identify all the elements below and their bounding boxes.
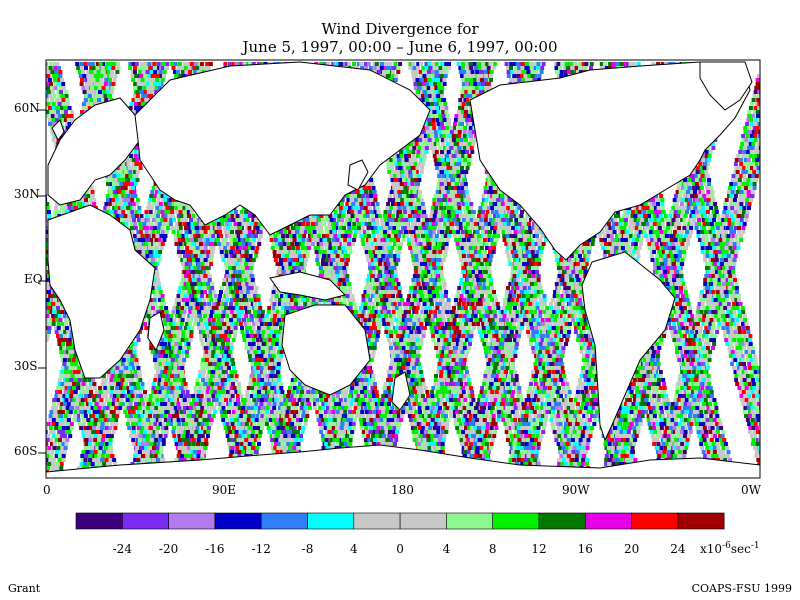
legend-swatch-6 [353,512,401,530]
longitude-labels: 0 90E 180 90W 0W [43,483,762,497]
lat-label-60n: 60N [14,101,40,115]
legend-tick-9: 12 [531,542,546,556]
map-title-line-2: June 5, 1997, 00:00 – June 6, 1997, 00:0… [0,38,800,56]
legend-tick-1: -20 [159,542,178,556]
map-title-line-1: Wind Divergence for [0,20,800,38]
uk-outline [51,119,65,141]
legend-swatch-9 [492,512,540,530]
legend-tick-4: -8 [302,542,314,556]
madagascar-outline [147,311,165,352]
legend-swatch-7 [399,512,447,530]
map-frame [45,59,761,479]
lon-label-90w: 90W [562,483,590,497]
asia-outline [134,61,431,236]
europe-outline [47,97,141,206]
legend-tick-12: 24 [670,542,686,556]
lon-label-0w: 0W [741,483,762,497]
lat-label-30s: 30S [14,359,38,373]
latitude-ticks [38,109,46,454]
legend-swatch-0 [75,512,123,530]
legend-units: x10-6sec-1 [700,541,760,556]
credit-right: COAPS-FSU 1999 [692,582,792,595]
antarctica-outline [46,444,760,478]
legend-swatch-5 [307,512,355,530]
lon-label-180: 180 [391,483,414,497]
legend-swatch-13 [677,512,725,530]
lat-label-60s: 60S [14,444,38,458]
continents [46,61,760,478]
legend-swatch-12 [631,512,679,530]
lat-label-eq: EQ [24,272,43,286]
legend-swatch-11 [584,512,632,530]
south-america-outline [581,251,676,442]
legend-swatch-1 [122,512,169,530]
lon-label-0: 0 [43,483,51,497]
legend-swatch-10 [538,512,586,530]
lon-label-90e: 90E [212,483,236,497]
legend-swatch-8 [446,512,493,530]
australia-outline [281,304,371,396]
legend-swatch-4 [260,512,308,530]
latitude-labels: 60N 30N EQ 30S 60S [14,101,43,458]
credit-left: Grant [8,582,40,595]
legend-swatch-3 [214,512,262,530]
legend-tick-10: 16 [578,542,593,556]
legend-tick-6: 0 [396,542,404,556]
new-zealand-outline [391,371,411,411]
color-legend-bar [75,512,725,530]
africa-outline [47,204,156,379]
japan-outline [347,159,369,191]
legend-tick-2: -16 [205,542,224,556]
greenland-outline [699,61,753,111]
legend-tick-8: 8 [489,542,497,556]
legend-tick-3: -12 [252,542,271,556]
legend-tick-5: 4 [350,542,358,556]
legend-tick-0: -24 [113,542,133,556]
legend-swatch-2 [168,512,216,530]
legend-tick-7: 4 [443,542,451,556]
lat-label-30n: 30N [14,187,40,201]
legend-tick-11: 20 [624,542,639,556]
color-legend-ticks: -24 -20 -16 -12 -8 4 0 4 8 12 16 20 24 [113,542,686,556]
indonesia-outline [269,271,346,301]
